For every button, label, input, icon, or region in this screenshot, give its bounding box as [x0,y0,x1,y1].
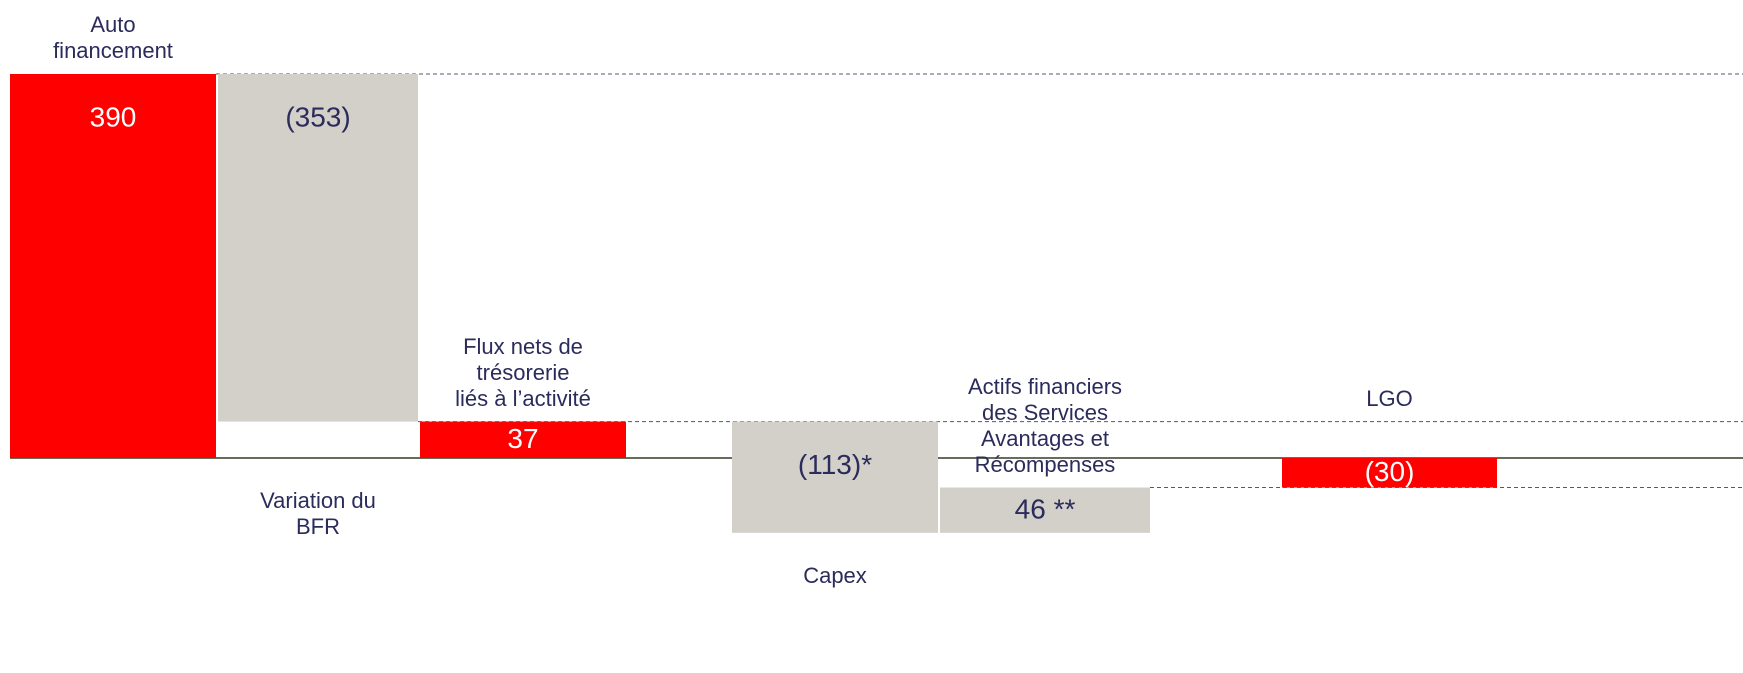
value-label: (113)* [798,449,872,480]
category-label: Variation du BFR [260,488,376,539]
category-label: LGO [1366,385,1413,411]
category-label: Actifs financiers des Services Avantages… [967,373,1123,477]
bar [218,74,418,422]
bar [732,421,938,533]
value-label: 46 ** [1015,494,1076,525]
bar [420,421,626,458]
bar [1282,458,1497,488]
category-label: Auto financement [53,12,173,63]
category-label: Flux nets de trésorerie liés à l’activit… [455,333,591,411]
value-label: (30) [1365,456,1415,487]
value-label: (353) [285,101,350,132]
category-label: Capex [803,562,867,588]
value-label: 390 [90,101,137,132]
value-label: 37 [507,423,538,454]
bar [10,74,216,458]
bar [940,487,1150,533]
